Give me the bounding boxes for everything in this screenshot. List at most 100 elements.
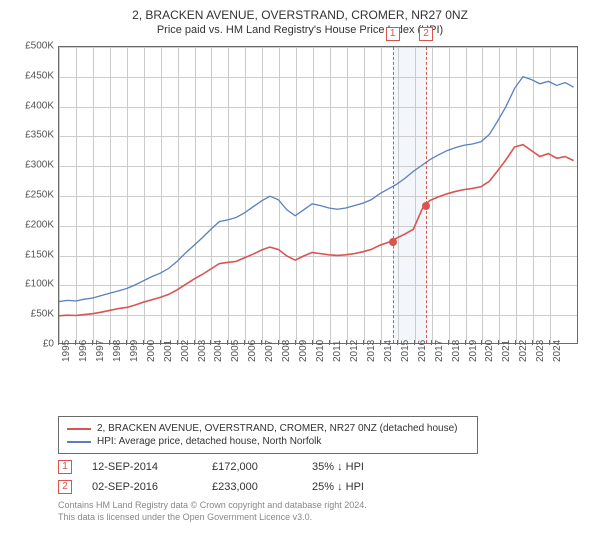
x-axis-label: 2023 (535, 340, 546, 362)
chart-subtitle: Price paid vs. HM Land Registry's House … (16, 24, 584, 36)
x-axis-label: 1999 (129, 340, 140, 362)
x-axis-label: 2002 (180, 340, 191, 362)
x-tick (515, 340, 516, 345)
x-tick (380, 340, 381, 345)
y-axis-label: £0 (12, 339, 54, 350)
x-tick (448, 340, 449, 345)
sale-marker: 2 (58, 480, 72, 494)
x-tick (465, 340, 466, 345)
x-tick (92, 340, 93, 345)
sale-marker-box: 1 (386, 27, 400, 41)
x-tick (244, 340, 245, 345)
x-axis-label: 2001 (163, 340, 174, 362)
y-axis-label: £450K (12, 70, 54, 81)
sale-vline (426, 47, 427, 343)
x-tick (194, 340, 195, 345)
x-tick (481, 340, 482, 345)
sale-diff: 25% ↓ HPI (312, 481, 412, 493)
x-tick (498, 340, 499, 345)
sale-diff: 35% ↓ HPI (312, 461, 412, 473)
footer-line: Contains HM Land Registry data © Crown c… (58, 500, 584, 512)
x-axis-label: 2010 (315, 340, 326, 362)
x-tick (75, 340, 76, 345)
x-tick (58, 340, 59, 345)
sales-table: 1 12-SEP-2014 £172,000 35% ↓ HPI 2 02-SEP-201… (58, 460, 584, 494)
y-axis-label: £250K (12, 190, 54, 201)
sale-marker-box: 2 (419, 27, 433, 41)
x-axis-label: 2021 (501, 340, 512, 362)
footer-line: This data is licensed under the Open Gov… (58, 512, 584, 524)
x-tick (329, 340, 330, 345)
sale-price: £233,000 (212, 481, 292, 493)
x-tick (160, 340, 161, 345)
sale-row: 2 02-SEP-2016 £233,000 25% ↓ HPI (58, 480, 584, 494)
x-tick (143, 340, 144, 345)
sale-date: 12-SEP-2014 (92, 461, 192, 473)
x-axis-label: 2006 (247, 340, 258, 362)
x-axis-label: 2014 (383, 340, 394, 362)
series-line-property (59, 145, 574, 316)
legend-box: 2, BRACKEN AVENUE, OVERSTRAND, CROMER, N… (58, 416, 478, 454)
plot-area: 12 (58, 46, 578, 344)
x-axis-label: 2008 (281, 340, 292, 362)
y-axis-label: £50K (12, 309, 54, 320)
legend-item: HPI: Average price, detached house, Nort… (67, 436, 469, 447)
x-axis-label: 2009 (298, 340, 309, 362)
x-axis-label: 2000 (146, 340, 157, 362)
x-tick (431, 340, 432, 345)
x-axis-label: 2024 (552, 340, 563, 362)
x-tick (397, 340, 398, 345)
y-axis-label: £200K (12, 219, 54, 230)
x-tick (261, 340, 262, 345)
x-axis-label: 2016 (417, 340, 428, 362)
x-axis-label: 2019 (468, 340, 479, 362)
sale-date: 02-SEP-2016 (92, 481, 192, 493)
sale-row: 1 12-SEP-2014 £172,000 35% ↓ HPI (58, 460, 584, 474)
footer-attribution: Contains HM Land Registry data © Crown c… (58, 500, 584, 523)
x-tick (549, 340, 550, 345)
chart-area: 12 £0£50K£100K£150K£200K£250K£300K£350K£… (16, 42, 584, 382)
legend-label: HPI: Average price, detached house, Nort… (97, 436, 321, 447)
x-tick (363, 340, 364, 345)
x-axis-label: 1996 (78, 340, 89, 362)
x-axis-label: 2017 (434, 340, 445, 362)
sale-price: £172,000 (212, 461, 292, 473)
x-axis-label: 1998 (112, 340, 123, 362)
x-tick (346, 340, 347, 345)
series-line-hpi (59, 77, 574, 302)
legend-item: 2, BRACKEN AVENUE, OVERSTRAND, CROMER, N… (67, 423, 469, 434)
x-tick (295, 340, 296, 345)
x-axis-label: 1995 (61, 340, 72, 362)
x-axis-label: 2013 (366, 340, 377, 362)
y-axis-label: £350K (12, 130, 54, 141)
x-tick (414, 340, 415, 345)
x-axis-label: 2005 (230, 340, 241, 362)
y-axis-label: £100K (12, 279, 54, 290)
chart-title: 2, BRACKEN AVENUE, OVERSTRAND, CROMER, N… (16, 8, 584, 22)
y-axis-label: £400K (12, 100, 54, 111)
x-axis-label: 2020 (484, 340, 495, 362)
x-tick (227, 340, 228, 345)
x-tick (126, 340, 127, 345)
x-axis-label: 2004 (213, 340, 224, 362)
x-tick (532, 340, 533, 345)
y-axis-label: £300K (12, 160, 54, 171)
x-tick (278, 340, 279, 345)
x-axis-label: 2003 (197, 340, 208, 362)
x-axis-label: 2007 (264, 340, 275, 362)
legend-swatch (67, 428, 91, 430)
x-tick (177, 340, 178, 345)
x-tick (109, 340, 110, 345)
x-axis-label: 2022 (518, 340, 529, 362)
x-tick (210, 340, 211, 345)
sale-marker: 1 (58, 460, 72, 474)
x-axis-label: 2018 (451, 340, 462, 362)
x-tick (312, 340, 313, 345)
chart-container: 2, BRACKEN AVENUE, OVERSTRAND, CROMER, N… (0, 0, 600, 529)
sale-vline (393, 47, 394, 343)
legend-swatch (67, 441, 91, 443)
x-axis-label: 1997 (95, 340, 106, 362)
legend-label: 2, BRACKEN AVENUE, OVERSTRAND, CROMER, N… (97, 423, 457, 434)
x-axis-label: 2012 (349, 340, 360, 362)
x-axis-label: 2015 (400, 340, 411, 362)
